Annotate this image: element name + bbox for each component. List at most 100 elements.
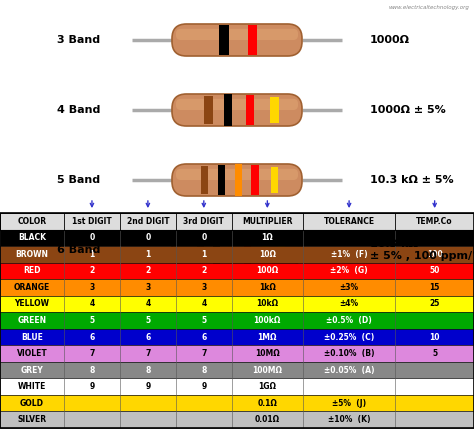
Text: SILVER: SILVER (18, 415, 46, 424)
FancyBboxPatch shape (176, 239, 298, 250)
Text: 8: 8 (89, 366, 95, 375)
Text: 6: 6 (89, 332, 95, 341)
Text: WHITE: WHITE (18, 382, 46, 391)
Text: 1000Ω: 1000Ω (370, 35, 410, 45)
Text: 4: 4 (145, 299, 151, 308)
Bar (0, 312, 474, 329)
Text: GOLD: GOLD (20, 399, 44, 408)
Text: ±0.25%  (C): ±0.25% (C) (324, 332, 374, 341)
Text: 10MΩ: 10MΩ (255, 349, 280, 358)
Text: COLOR: COLOR (18, 217, 46, 226)
Text: 9: 9 (145, 382, 151, 391)
Text: 15: 15 (429, 283, 440, 292)
Bar (248, 25, 257, 55)
Text: 1GΩ: 1GΩ (258, 382, 276, 391)
FancyBboxPatch shape (172, 164, 302, 196)
Text: 2: 2 (201, 266, 207, 275)
Text: BLUE: BLUE (21, 332, 43, 341)
Text: 2: 2 (145, 266, 151, 275)
Text: 10: 10 (429, 332, 440, 341)
Text: 1: 1 (89, 250, 95, 259)
Text: ±4%: ±4% (339, 299, 359, 308)
Text: 7: 7 (145, 349, 151, 358)
Bar (0, 246, 474, 263)
Text: 6 Band: 6 Band (56, 245, 100, 255)
Text: 4: 4 (89, 299, 95, 308)
Text: 1: 1 (201, 250, 207, 259)
Bar (0, 213, 474, 230)
Bar (228, 234, 235, 266)
Bar (201, 166, 208, 194)
Text: 3: 3 (145, 283, 151, 292)
Text: BROWN: BROWN (16, 250, 48, 259)
Bar (0, 412, 474, 428)
Bar (251, 165, 259, 195)
Text: RED: RED (23, 266, 41, 275)
Text: GREEN: GREEN (18, 316, 46, 325)
Text: 8: 8 (145, 366, 151, 375)
Text: 5: 5 (201, 316, 206, 325)
Text: 0.01Ω: 0.01Ω (255, 415, 280, 424)
Text: ±0.10%  (B): ±0.10% (B) (324, 349, 374, 358)
Text: 3: 3 (201, 283, 207, 292)
Text: VIOLET: VIOLET (17, 349, 47, 358)
Bar (213, 235, 219, 265)
Text: 0: 0 (89, 233, 95, 243)
Text: 5 Band: 5 Band (57, 175, 100, 185)
Text: ±2%  (G): ±2% (G) (330, 266, 368, 275)
Bar (0, 329, 474, 345)
Text: 1000Ω ± 5%: 1000Ω ± 5% (370, 105, 446, 115)
Text: ±0.5%  (D): ±0.5% (D) (326, 316, 372, 325)
Text: BLACK: BLACK (18, 233, 46, 243)
FancyBboxPatch shape (172, 94, 302, 126)
Text: 2: 2 (89, 266, 95, 275)
Text: 3: 3 (89, 283, 95, 292)
Text: 1MΩ: 1MΩ (257, 332, 277, 341)
Text: 100MΩ: 100MΩ (252, 366, 283, 375)
Text: 1: 1 (145, 250, 151, 259)
Text: 4: 4 (201, 299, 207, 308)
Text: 4 Band: 4 Band (56, 105, 100, 115)
Text: 25: 25 (429, 299, 440, 308)
Text: ±3%: ±3% (339, 283, 359, 292)
FancyBboxPatch shape (172, 24, 302, 56)
FancyBboxPatch shape (172, 234, 302, 266)
Text: 6: 6 (201, 332, 207, 341)
Text: 6: 6 (145, 332, 151, 341)
Text: 7: 7 (201, 349, 207, 358)
Bar (0, 263, 474, 279)
Text: 1Ω: 1Ω (262, 233, 273, 243)
Text: 2nd DIGIT: 2nd DIGIT (127, 217, 169, 226)
Text: ±10%  (K): ±10% (K) (328, 415, 370, 424)
Text: www.electricaltechnology.org: www.electricaltechnology.org (388, 5, 469, 10)
Text: 1st DIGIT: 1st DIGIT (72, 217, 112, 226)
Bar (262, 236, 269, 264)
FancyBboxPatch shape (176, 29, 298, 40)
Text: YELLOW: YELLOW (15, 299, 49, 308)
Text: 7: 7 (89, 349, 95, 358)
Bar (0, 230, 474, 246)
Bar (235, 164, 242, 196)
Text: ±0.05%  (A): ±0.05% (A) (324, 366, 374, 375)
Text: 10.3 kΩ ± 5%: 10.3 kΩ ± 5% (370, 175, 454, 185)
FancyBboxPatch shape (176, 99, 298, 110)
Bar (271, 97, 279, 123)
Text: ±5%  (J): ±5% (J) (332, 399, 366, 408)
Bar (0, 378, 474, 395)
Text: MULTIPLIER: MULTIPLIER (242, 217, 292, 226)
Text: 9: 9 (89, 382, 95, 391)
Text: 0.1Ω: 0.1Ω (257, 399, 277, 408)
Bar (0, 395, 474, 412)
Text: 0: 0 (201, 233, 207, 243)
Text: 1kΩ: 1kΩ (259, 283, 276, 292)
Text: 10Ω: 10Ω (259, 250, 276, 259)
Text: 3 Band: 3 Band (57, 35, 100, 45)
Bar (0, 345, 474, 362)
Bar (224, 95, 232, 126)
Text: 50: 50 (429, 266, 440, 275)
Text: 10.3 kΩ
± 5% , 100 ppm/°C: 10.3 kΩ ± 5% , 100 ppm/°C (370, 239, 474, 261)
Bar (218, 165, 225, 195)
Text: 3rd DIGIT: 3rd DIGIT (183, 217, 224, 226)
Bar (0, 362, 474, 378)
Text: 100Ω: 100Ω (256, 266, 278, 275)
